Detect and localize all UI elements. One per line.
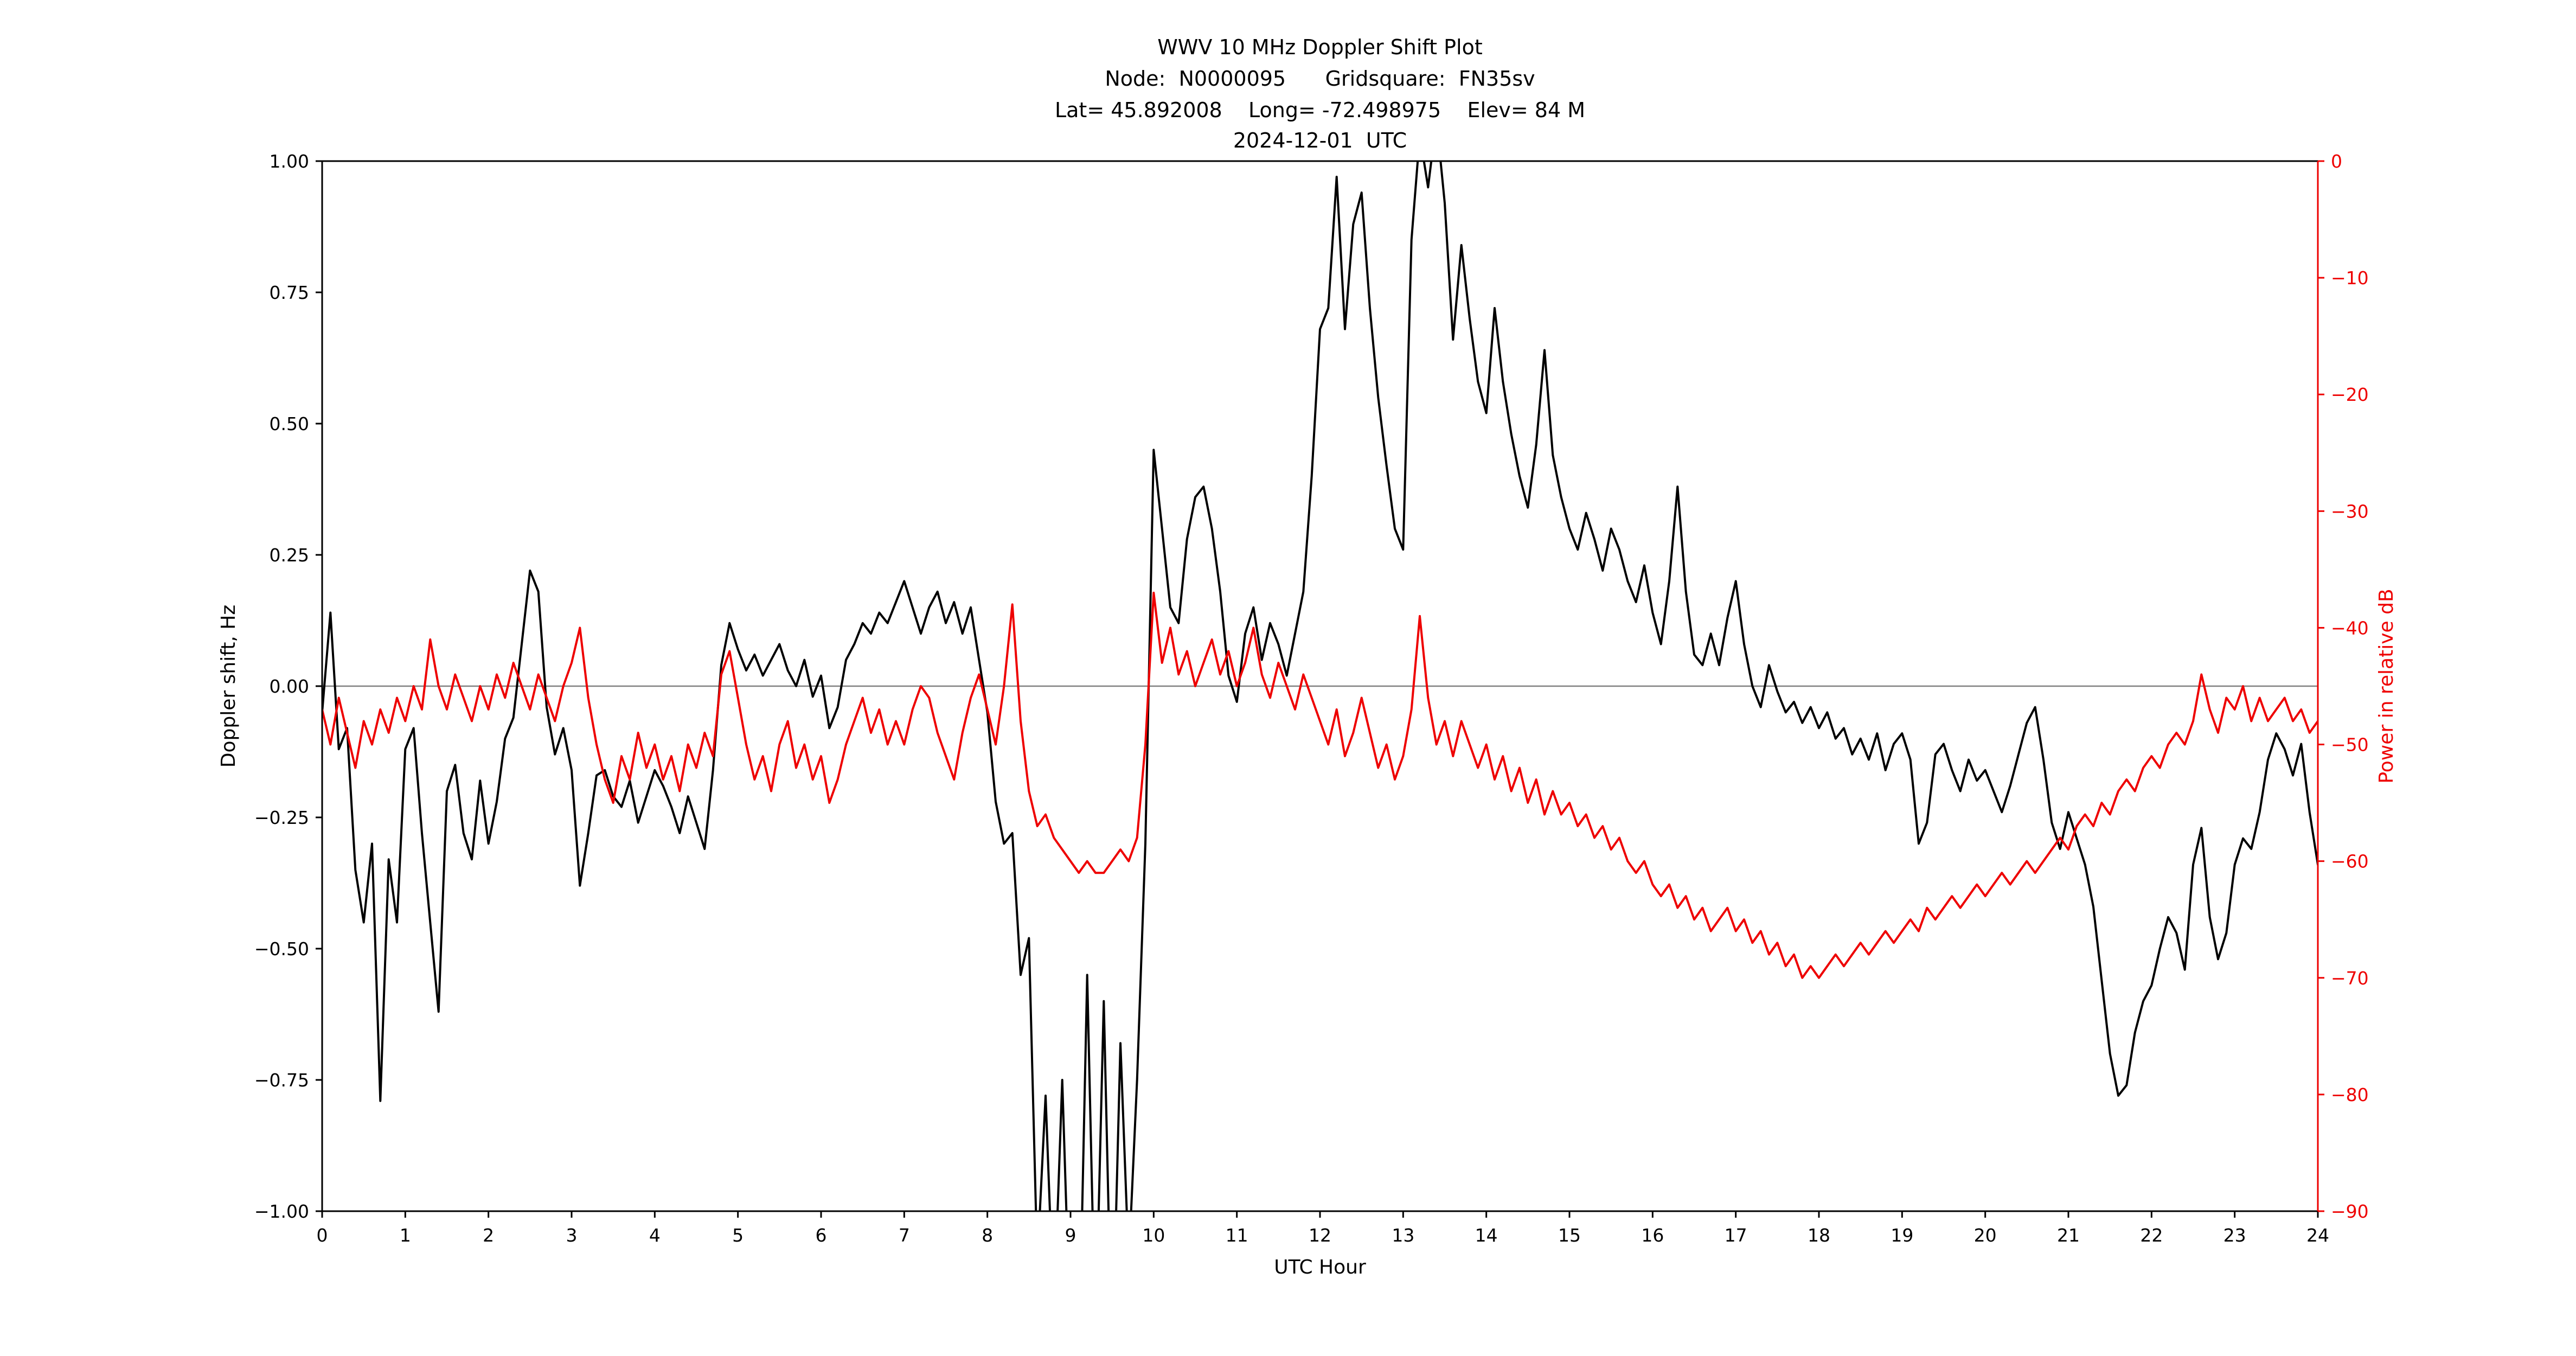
x-tick-label: 24 [2306, 1225, 2329, 1246]
x-tick-label: 15 [1558, 1225, 1581, 1246]
y-left-tick-label: 1.00 [270, 151, 309, 172]
x-tick-label: 20 [1974, 1225, 1997, 1246]
y-right-tick-label: −40 [2331, 617, 2369, 638]
x-tick-label: 19 [1891, 1225, 1913, 1246]
x-tick-label: 8 [982, 1225, 993, 1246]
y-left-tick-label: 0.00 [270, 676, 309, 697]
y-right-tick-label: −70 [2331, 968, 2369, 989]
x-axis-ticks: 0 1 2 3 4 5 6 7 8 9 10 11 12 13 14 15 16 17 18 19 20 21 22 23 24 [317, 1211, 2329, 1246]
chart-title-line1: WWV 10 MHz Doppler Shift Plot [1157, 35, 1483, 59]
x-tick-label: 6 [816, 1225, 827, 1246]
y-left-axis-ticks: 1.00 0.75 0.50 0.25 0.00 −0.25 −0.50 −0.75 −1.00 [254, 151, 322, 1222]
chart-title-line4: 2024-12-01 UTC [1233, 129, 1407, 152]
y-right-tick-label: −10 [2331, 267, 2369, 289]
x-tick-label: 16 [1641, 1225, 1664, 1246]
y-left-tick-label: −0.75 [254, 1070, 309, 1091]
x-tick-label: 3 [566, 1225, 578, 1246]
x-tick-label: 2 [483, 1225, 494, 1246]
y-right-axis-label: Power in relative dB [2375, 589, 2398, 783]
y-right-tick-label: −60 [2331, 851, 2369, 872]
y-right-tick-label: −30 [2331, 501, 2369, 522]
x-tick-label: 14 [1475, 1225, 1498, 1246]
x-tick-label: 7 [899, 1225, 910, 1246]
y-left-tick-label: 0.75 [270, 282, 309, 303]
y-left-axis-label: Doppler shift, Hz [217, 605, 240, 767]
y-left-tick-label: −0.50 [254, 938, 309, 960]
x-tick-label: 21 [2057, 1225, 2080, 1246]
x-tick-label: 22 [2140, 1225, 2163, 1246]
y-right-tick-label: −20 [2331, 384, 2369, 405]
power-series-line [322, 591, 2318, 979]
x-tick-label: 9 [1065, 1225, 1076, 1246]
y-left-tick-label: 0.50 [270, 413, 309, 434]
y-right-tick-label: 0 [2331, 151, 2342, 172]
x-tick-label: 17 [1725, 1225, 1747, 1246]
y-right-tick-label: −50 [2331, 734, 2369, 756]
x-tick-label: 4 [649, 1225, 661, 1246]
x-axis-label: UTC Hour [1274, 1256, 1366, 1278]
x-tick-label: 23 [2223, 1225, 2246, 1246]
x-tick-label: 5 [732, 1225, 744, 1246]
y-right-tick-label: −90 [2331, 1201, 2369, 1222]
x-tick-label: 11 [1226, 1225, 1248, 1246]
x-tick-label: 1 [400, 1225, 411, 1246]
y-left-tick-label: −0.25 [254, 807, 309, 828]
chart-title-line3: Lat= 45.892008 Long= -72.498975 Elev= 84… [1055, 98, 1585, 122]
y-left-tick-label: 0.25 [270, 545, 309, 566]
x-tick-label: 13 [1392, 1225, 1414, 1246]
y-right-tick-label: −80 [2331, 1084, 2369, 1105]
x-tick-label: 18 [1808, 1225, 1830, 1246]
x-tick-label: 12 [1309, 1225, 1331, 1246]
y-right-axis-ticks: 0 −10 −20 −30 −40 −50 −60 −70 −80 −90 [2318, 151, 2369, 1222]
doppler-series-line [322, 161, 2318, 1211]
x-tick-label: 10 [1142, 1225, 1165, 1246]
chart-title-line2: Node: N0000095 Gridsquare: FN35sv [1105, 67, 1535, 91]
y-left-tick-label: −1.00 [254, 1201, 309, 1222]
x-tick-label: 0 [317, 1225, 328, 1246]
chart-title-block: WWV 10 MHz Doppler Shift Plot Node: N000… [1055, 35, 1585, 152]
